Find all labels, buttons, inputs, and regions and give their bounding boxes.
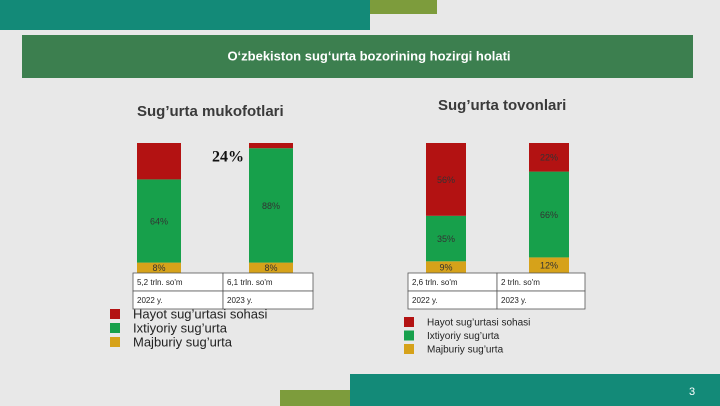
bar-segment — [137, 179, 181, 263]
table-cell — [222, 290, 314, 310]
legend-label: Ixtiyoriy sug’urta — [427, 331, 500, 342]
bar-segment — [529, 143, 569, 172]
data-label: 22% — [540, 153, 558, 163]
annotation: 24% — [212, 149, 244, 166]
header-band — [22, 35, 693, 78]
data-label: 88% — [262, 201, 280, 211]
x-tick-label: 2023 y. — [501, 296, 527, 305]
data-label: 66% — [540, 210, 558, 220]
bar-segment — [249, 148, 293, 263]
bottom-band — [350, 374, 720, 406]
bar-segment — [426, 215, 466, 262]
legend-label: Majburiy sug’urta — [133, 334, 233, 349]
data-label: 8% — [152, 263, 165, 273]
bottom-accent — [280, 390, 350, 406]
data-label: 8% — [264, 263, 277, 273]
legend-swatch — [404, 330, 414, 341]
x-tick-label: 2022 y. — [412, 296, 438, 305]
x-tick-label: 2022 y. — [137, 296, 163, 305]
data-label: 12% — [540, 261, 558, 271]
legend-label: Hayot sug’urtasi sohasi — [427, 318, 530, 329]
data-label: 9% — [439, 263, 452, 273]
legend-swatch — [110, 337, 120, 347]
bar-segment — [426, 261, 466, 273]
bar-segment — [249, 143, 293, 149]
bar-segment — [529, 257, 569, 273]
x-tick-label: 2023 y. — [227, 296, 253, 305]
page-number: 3 — [689, 386, 695, 398]
chart-title: Sug’urta mukofotlari — [137, 103, 284, 120]
legend-swatch — [110, 309, 120, 319]
data-label: 56% — [437, 175, 455, 185]
legend-swatch — [110, 323, 120, 333]
slide-title: O‘zbekiston sug‘urta bozorining hozirgi … — [227, 48, 510, 63]
total-label: 5,2 trln. so'm — [137, 278, 183, 287]
bar-segment — [249, 262, 293, 273]
chart-title: Sug’urta tovonlari — [438, 97, 566, 114]
legend-label: Hayot sug’urtasi sohasi — [133, 306, 268, 321]
data-label: 64% — [150, 216, 168, 226]
legend-swatch — [404, 317, 414, 327]
top-band — [0, 0, 370, 30]
total-label: 6,1 trln. so'm — [227, 278, 273, 287]
bar-segment — [529, 171, 569, 258]
total-label: 2,6 trln. so'm — [412, 278, 458, 287]
bar-segment — [137, 143, 181, 180]
legend-label: Majburiy sug’urta — [427, 345, 504, 356]
table-cell — [496, 290, 586, 310]
bar-segment — [426, 143, 466, 216]
legend-swatch — [404, 344, 414, 354]
total-label: 2 trln. so'm — [501, 278, 540, 287]
top-accent — [370, 0, 437, 14]
data-label: 35% — [437, 234, 455, 244]
bar-segment — [137, 262, 181, 273]
legend-label: Ixtiyoriy sug’urta — [133, 320, 228, 335]
